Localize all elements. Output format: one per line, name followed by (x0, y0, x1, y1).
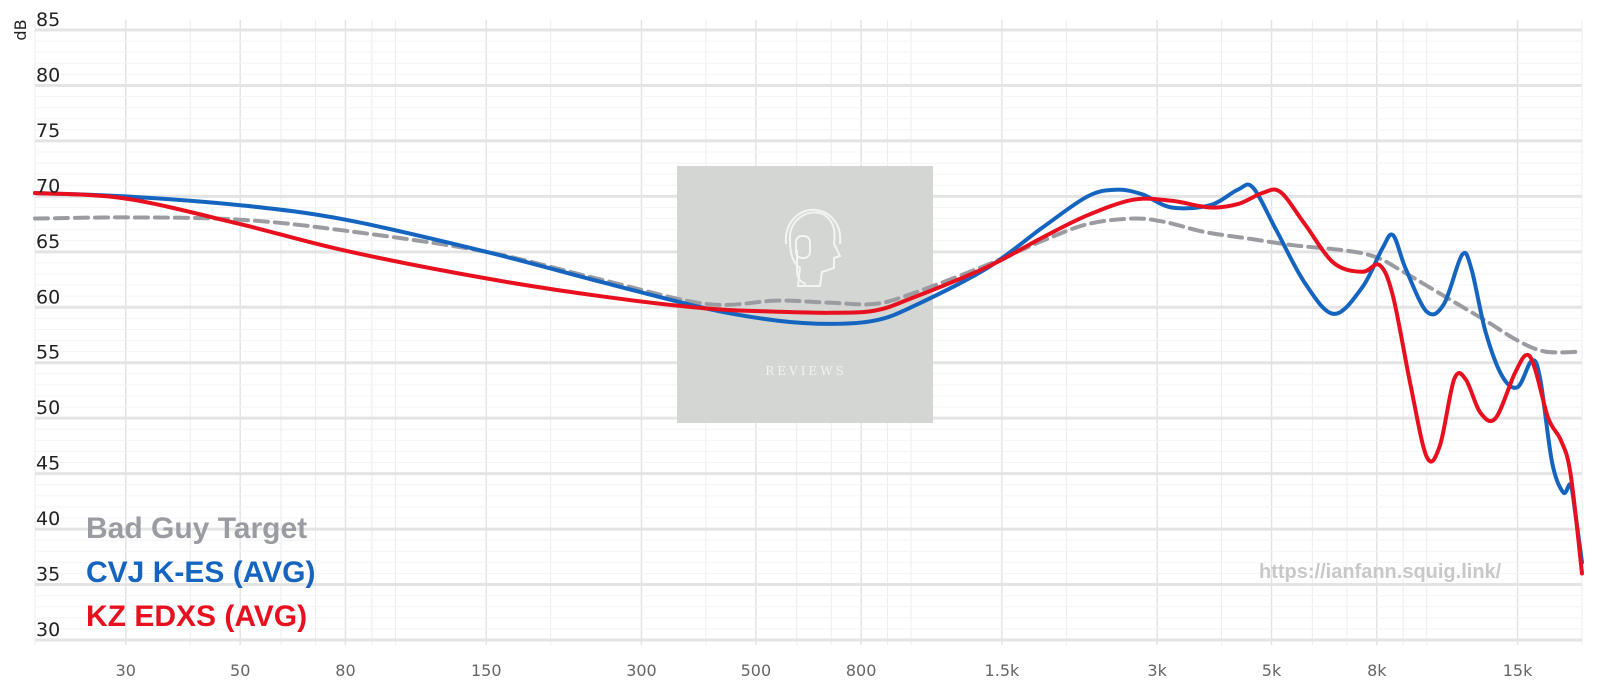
y-axis-label: dB (11, 19, 30, 40)
series-line-2 (33, 187, 1584, 576)
watermark-logo-box: REVIEWS (677, 166, 933, 423)
x-tick-label: 1.5k (985, 661, 1020, 680)
y-tick-label: 40 (36, 508, 60, 530)
x-tick-label: 30 (116, 661, 136, 680)
x-tick-label: 15k (1503, 661, 1533, 680)
y-tick-label: 80 (36, 64, 60, 86)
x-tick-label: 80 (335, 661, 355, 680)
y-axis-ticks: 30 35 40 45 50 55 60 65 70 75 80 85 (36, 9, 60, 641)
series-line-1 (33, 182, 1584, 565)
x-tick-label: 500 (741, 661, 772, 680)
y-tick-label: 45 (36, 453, 60, 475)
y-tick-label: 65 (36, 231, 60, 253)
x-tick-label: 150 (471, 661, 502, 680)
x-tick-label: 3k (1147, 661, 1167, 680)
y-tick-label: 60 (36, 286, 60, 308)
legend-item-cvj-k-es[interactable]: CVJ K-ES (AVG) (86, 556, 315, 589)
x-tick-label: 5k (1262, 661, 1282, 680)
headphone-head-icon (784, 208, 842, 287)
y-tick-label: 55 (36, 342, 60, 364)
series-line-0 (33, 215, 1584, 355)
y-tick-label: 75 (36, 120, 60, 142)
x-tick-label: 8k (1367, 661, 1387, 680)
y-tick-label: 30 (36, 619, 60, 641)
y-tick-label: 50 (36, 397, 60, 419)
watermark-url: https://ianfann.squig.link/ (1259, 561, 1502, 583)
series-layer (33, 182, 1584, 576)
x-tick-label: 800 (846, 661, 877, 680)
legend-item-target[interactable]: Bad Guy Target (86, 512, 307, 545)
legend-item-kz-edxs[interactable]: KZ EDXS (AVG) (86, 600, 307, 633)
x-axis-ticks: 30 50 80 150 300 500 800 1.5k 3k 5k 8k 15k (116, 661, 1533, 680)
y-tick-label: 70 (36, 175, 60, 197)
x-tick-label: 50 (230, 661, 250, 680)
watermark-logo-caption: REVIEWS (765, 364, 847, 378)
y-tick-label: 85 (36, 9, 60, 31)
y-tick-label: 35 (36, 564, 60, 586)
x-tick-label: 300 (626, 661, 657, 680)
legend: Bad Guy Target CVJ K-ES (AVG) KZ EDXS (A… (86, 512, 315, 633)
